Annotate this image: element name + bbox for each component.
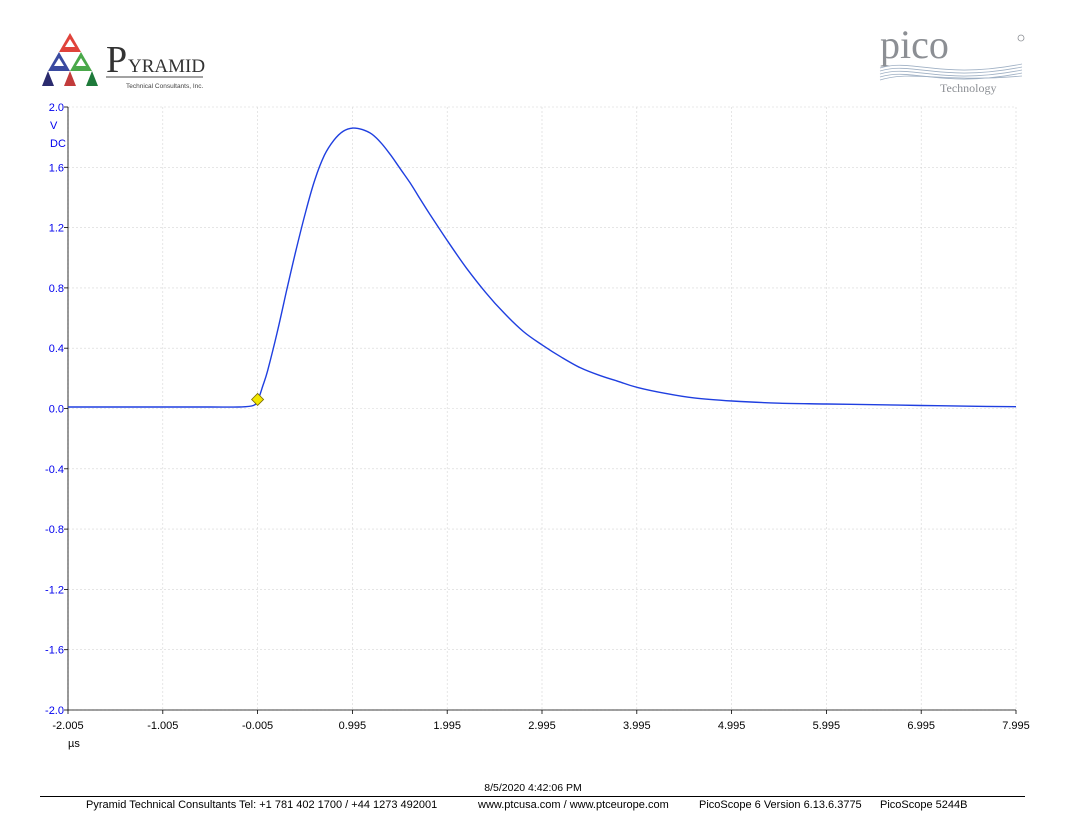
x-tick-label: 2.995 — [528, 720, 556, 732]
y-tick-label: 1.2 — [49, 223, 64, 235]
x-tick-label: 3.995 — [623, 720, 651, 732]
pyramid-tagline: Technical Consultants, Inc. — [126, 83, 204, 90]
y-tick-label: -0.8 — [45, 524, 64, 536]
x-tick-label: 4.995 — [718, 720, 746, 732]
trigger-marker[interactable] — [251, 392, 265, 407]
x-unit-label: µs — [68, 738, 80, 750]
y-coupling-label: DC — [50, 138, 66, 150]
x-tick-label: 0.995 — [339, 720, 367, 732]
y-tick-label: 1.6 — [49, 162, 64, 174]
y-unit-label: V — [50, 120, 58, 132]
pyramid-logo: P YRAMID Technical Consultants, Inc. — [42, 33, 205, 90]
x-tick-label: 7.995 — [1002, 720, 1030, 732]
y-axis-labels: 2.0 1.6 1.2 0.8 0.4 0.0 -0.4 -0.8 -1.2 -1.6 -2.0 — [45, 102, 64, 717]
y-tick-label: 2.0 — [49, 102, 64, 114]
x-tick-label: 6.995 — [907, 720, 935, 732]
x-tick-label: 1.995 — [433, 720, 461, 732]
footer-version: PicoScope 6 Version 6.13.6.3775 — [699, 799, 862, 811]
y-tick-label: -0.4 — [45, 464, 64, 476]
pyramid-triangle-icon — [42, 33, 98, 86]
scope-chart: 2.0 1.6 1.2 0.8 0.4 0.0 -0.4 -0.8 -1.2 -1.6 -2.0 -… — [45, 102, 1030, 750]
pyramid-name: YRAMID — [128, 56, 205, 77]
x-tick-label: -2.005 — [52, 720, 83, 732]
y-tick-label: -1.6 — [45, 645, 64, 657]
pico-wave-icon — [879, 63, 1023, 81]
footer-company: Pyramid Technical Consultants Tel: +1 78… — [86, 799, 438, 811]
pyramid-initial: P — [106, 39, 127, 81]
y-tick-label: -1.2 — [45, 584, 64, 596]
y-tick-label: 0.0 — [49, 404, 64, 416]
y-tick-label: 0.4 — [49, 343, 64, 355]
series-line — [67, 127, 1017, 408]
pico-name: pico — [880, 28, 949, 67]
pico-sub: Technology — [940, 81, 996, 95]
footer-divider — [40, 796, 1025, 797]
x-tick-label: 5.995 — [813, 720, 841, 732]
capture-date: 8/5/2020 4:42:06 PM — [484, 782, 582, 794]
y-tick-label: -2.0 — [45, 705, 64, 717]
grid — [67, 106, 1017, 711]
y-tick-label: 0.8 — [49, 283, 64, 295]
footer-website[interactable]: www.ptcusa.com / www.ptceurope.com — [478, 799, 669, 811]
footer-model: PicoScope 5244B — [880, 799, 968, 811]
pico-logo: pico Technology — [879, 28, 1025, 95]
axes — [64, 106, 1017, 714]
x-axis-labels: -2.005 -1.005 -0.005 0.995 1.995 2.995 3.995 4.… — [52, 720, 1029, 732]
x-tick-label: -0.005 — [242, 720, 273, 732]
x-tick-label: -1.005 — [147, 720, 178, 732]
